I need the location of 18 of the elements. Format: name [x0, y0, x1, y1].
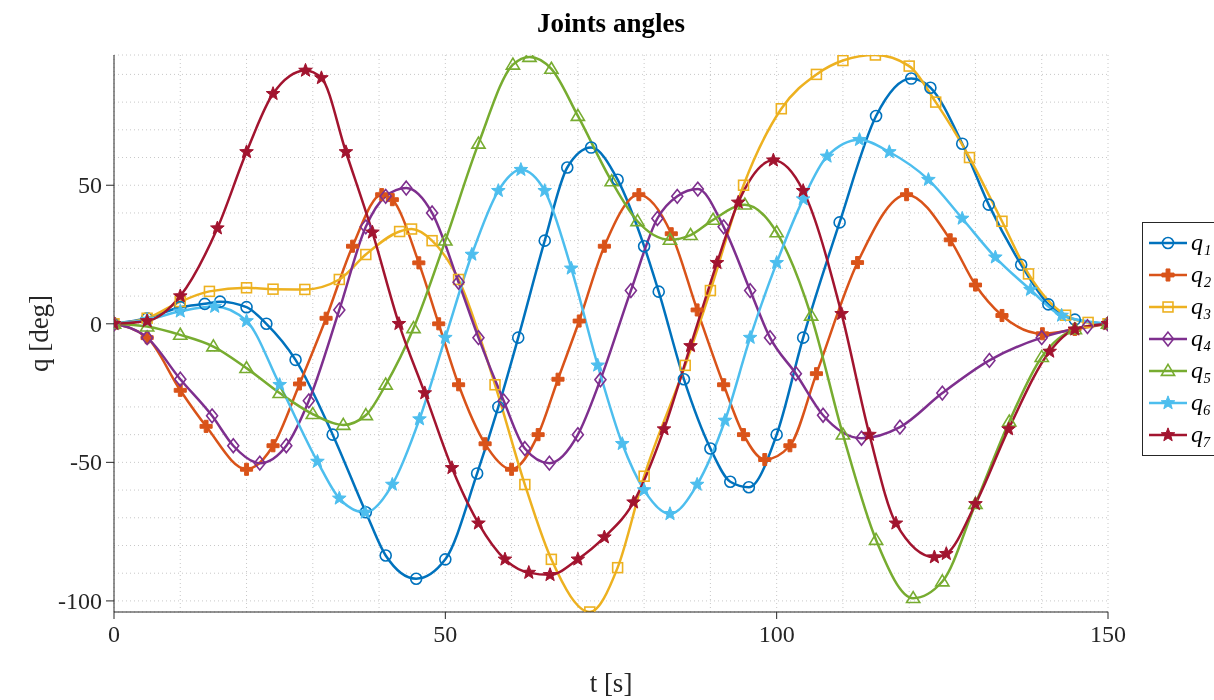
legend-label: q₄: [1191, 325, 1212, 352]
legend-label: q₃: [1191, 293, 1212, 320]
x-tick-label: 50: [433, 621, 458, 647]
x-tick-label: 150: [1090, 621, 1126, 647]
x-axis-title: t [s]: [589, 668, 633, 698]
chart-title: Joints angles: [536, 8, 686, 39]
y-tick-label: -50: [70, 449, 102, 476]
y-tick-label: 50: [78, 172, 102, 199]
legend-label: q₆: [1191, 389, 1212, 416]
x-tick-label: 0: [108, 621, 120, 647]
legend-label: q₅: [1191, 357, 1212, 384]
y-tick-label: 0: [90, 310, 102, 337]
legend-label: q₂: [1191, 261, 1212, 288]
x-tick-label: 100: [758, 621, 795, 647]
y-axis-title: q [deg]: [23, 294, 54, 373]
legend-label: q₁: [1191, 229, 1212, 256]
y-tick-label: -100: [58, 587, 102, 614]
legend-label: q₇: [1191, 421, 1212, 448]
